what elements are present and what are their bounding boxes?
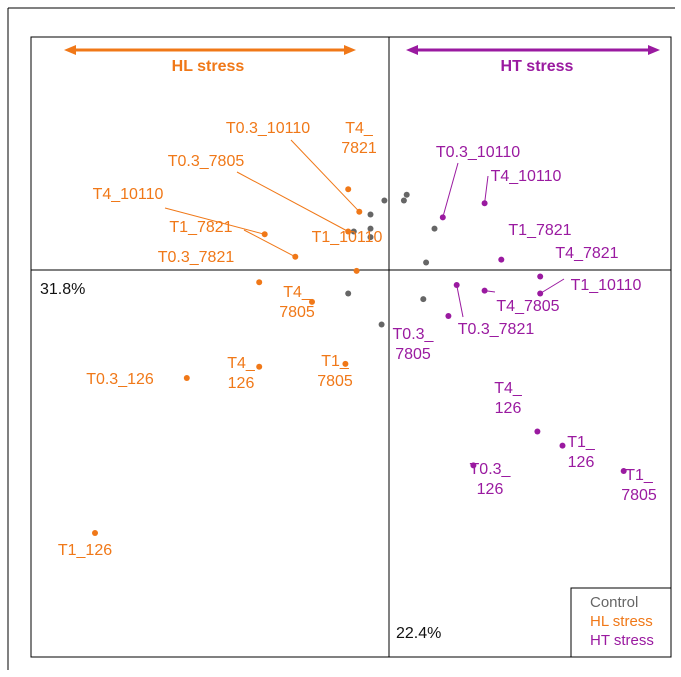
point-label-t1-7805: T1_ 7805: [621, 467, 657, 504]
point-label-t0-3-126: T0.3_126: [86, 371, 154, 388]
plot-area: [30, 36, 672, 658]
ht-stress-point-t1-7821: [498, 256, 505, 263]
point-label-t4-126: T4_ 126: [227, 355, 256, 392]
point-label-t1-10110: T1_10110: [312, 229, 383, 246]
point-label-t1-126: T1_126: [567, 434, 596, 471]
point-label-t0-3-7805: T0.3_7805: [393, 326, 435, 363]
point-label-t4-10110: T4_10110: [491, 168, 562, 185]
ht-stress-arrow: [406, 45, 660, 55]
control-point-2: [381, 197, 388, 204]
leader-line-t0-3-10110: [290, 139, 360, 213]
hl-stress-point-t4-126: [256, 363, 263, 370]
legend-control: Control: [590, 594, 638, 611]
hl-stress-point-t0-3-7821: [256, 279, 263, 286]
horizontal-axis-percent: 31.8%: [40, 281, 85, 298]
vertical-axis-percent: 22.4%: [396, 625, 441, 642]
control-point-5: [400, 197, 407, 204]
point-label-t1-7821: T1_7821: [508, 222, 571, 239]
control-point-0: [350, 228, 357, 235]
point-label-t4-10110: T4_10110: [93, 186, 164, 203]
point-label-t0-3-10110: T0.3_10110: [436, 144, 520, 161]
point-label-t1-7805: T1_ 7805: [317, 353, 353, 390]
point-label-t4-7805: T4_7805: [496, 298, 559, 315]
point-label-t1-126: T1_126: [58, 542, 112, 559]
point-label-t0-3-126: T0.3_126: [470, 461, 512, 498]
point-label-t0-3-7805: T0.3_7805: [168, 153, 245, 170]
point-label-t0-3-10110: T0.3_10110: [226, 120, 310, 137]
ht-stress-point-t4-7821: [537, 273, 544, 280]
leader-line-t1-10110: [539, 278, 565, 294]
hl-stress-point-t4-7805: [309, 298, 315, 305]
ht-stress-point-t1-7805: [620, 468, 627, 474]
point-label-t0-3-7821: T0.3_7821: [158, 249, 235, 266]
control-point-7: [431, 225, 438, 232]
control-point-4: [367, 234, 374, 241]
ht-stress-point-t4-126: [534, 428, 541, 435]
hl-stress-arrow: [64, 45, 356, 55]
point-label-t4-7821: T4_7821: [341, 120, 377, 157]
hl-stress-point-t1-7805: [342, 360, 349, 367]
leader-line-t0-3-10110: [442, 162, 459, 218]
point-label-t1-7821: T1_7821: [169, 219, 232, 236]
chart-marks: T0.3_10110 T4_ 7821T0.3_7805T4_10110T1_782…: [58, 120, 657, 559]
control-point-6: [403, 191, 410, 198]
legend-box: [570, 587, 672, 658]
leader-line-t4-10110: [484, 175, 489, 204]
leader-line-t0-3-7821: [456, 284, 464, 318]
point-label-t1-10110: T1_10110: [571, 277, 642, 294]
ht-stress-point-t1-126: [559, 442, 566, 449]
control-point-3: [367, 225, 374, 232]
leader-line-t1-7821: [243, 229, 296, 258]
hl-stress-point-t0-3-126: [183, 375, 190, 381]
leader-line-t4-10110: [164, 207, 265, 235]
leader-line-t0-3-7805: [236, 171, 349, 232]
control-point-10: [378, 321, 385, 328]
legend: Control HL stress HT stress: [570, 587, 672, 658]
control-point-11: [420, 296, 427, 303]
ht-stress-point-t0-3-7805: [445, 313, 452, 319]
hl-stress-point-t4-7821: [345, 186, 352, 193]
hl-stress-point-t1-10110: [353, 267, 360, 274]
control-point-1: [367, 211, 374, 218]
control-point-9: [345, 290, 352, 297]
ht-stress-point-t0-3-126: [470, 462, 477, 469]
control-point-8: [423, 259, 430, 266]
point-label-t4-7821: T4_7821: [555, 245, 618, 262]
point-label-t4-126: T4_ 126: [494, 380, 523, 417]
point-label-t0-3-7821: T0.3_7821: [458, 321, 535, 338]
ht-stress-header: HT stress: [501, 58, 574, 75]
legend-hl-stress: HL stress: [590, 613, 653, 630]
legend-ht-stress: HT stress: [590, 632, 654, 649]
hl-stress-point-t1-126: [92, 530, 98, 536]
leader-line-t4-7805: [484, 290, 496, 293]
point-label-t4-7805: T4_7805: [279, 284, 315, 321]
hl-stress-header: HL stress: [172, 58, 245, 75]
